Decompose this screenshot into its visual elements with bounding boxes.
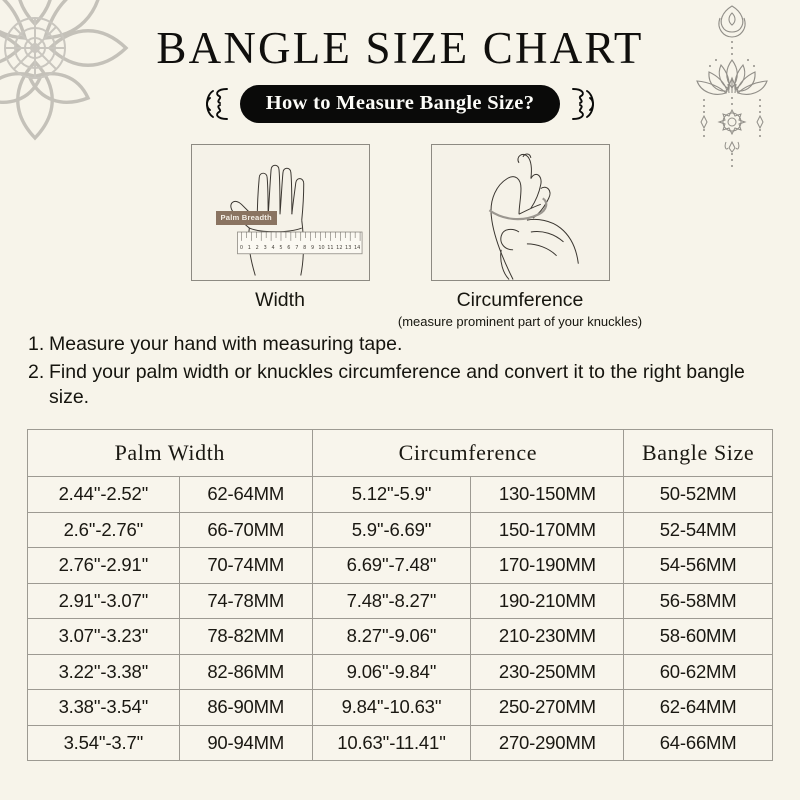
table-cell: 230-250MM <box>470 653 625 691</box>
step-number: 1. <box>28 332 45 355</box>
table-row: 2.6''-2.76'' 66-70MM 5.9''-6.69'' 150-170MM… <box>27 511 773 549</box>
svg-text:11: 11 <box>327 245 333 251</box>
svg-text:5: 5 <box>279 245 282 251</box>
table-cell: 58-60MM <box>623 618 773 655</box>
table-cell: 74-78MM <box>178 582 313 620</box>
table-cell: 78-82MM <box>178 618 313 655</box>
svg-text:6: 6 <box>287 245 290 251</box>
column-header-palm-width: Palm Width <box>27 429 313 478</box>
svg-text:10: 10 <box>318 245 324 251</box>
table-cell: 82-86MM <box>178 653 313 691</box>
table-cell: 2.6''-2.76'' <box>27 511 180 549</box>
column-header-circumference: Circumference <box>311 429 625 478</box>
table-cell: 130-150MM <box>470 476 625 513</box>
table-cell: 66-70MM <box>178 511 313 549</box>
table-cell: 60-62MM <box>623 653 773 691</box>
panel-circumference-subcaption: (measure prominent part of your knuckles… <box>397 314 643 329</box>
table-cell: 62-64MM <box>178 476 313 513</box>
table-row: 3.07''-3.23'' 78-82MM 8.27''-9.06'' 210-230… <box>27 618 773 655</box>
table-row: 2.44''-2.52'' 62-64MM 5.12''-5.9'' 130-150M… <box>27 476 773 513</box>
svg-text:3: 3 <box>263 245 266 251</box>
table-cell: 190-210MM <box>470 582 625 620</box>
hands-with-tape-icon <box>488 153 579 280</box>
svg-text:1: 1 <box>247 245 250 251</box>
table-cell: 210-230MM <box>470 618 625 655</box>
table-cell: 3.07''-3.23'' <box>27 618 180 655</box>
panel-circumference: Circumference (measure prominent part of… <box>398 144 642 329</box>
table-cell: 5.9''-6.69'' <box>311 511 472 549</box>
table-cell: 9.06''-9.84'' <box>311 653 472 691</box>
bangle-size-table: Palm Width Circumference Bangle Size 2.4… <box>27 429 773 762</box>
table-cell: 270-290MM <box>470 724 625 762</box>
table-header-row: Palm Width Circumference Bangle Size <box>27 429 773 478</box>
table-row: 2.91''-3.07'' 74-78MM 7.48''-8.27'' 190-210… <box>27 582 773 620</box>
table-cell: 52-54MM <box>623 511 773 549</box>
table-row: 2.76''-2.91'' 70-74MM 6.69''-7.48'' 170-190… <box>27 547 773 584</box>
step-text: Find your palm width or knuckles circumf… <box>49 360 745 409</box>
table-row: 3.54''-3.7'' 90-94MM 10.63''-11.41'' 270-29… <box>27 724 773 762</box>
table-cell: 8.27''-9.06'' <box>311 618 472 655</box>
svg-text:14: 14 <box>353 245 359 251</box>
svg-text:0: 0 <box>239 245 242 251</box>
table-cell: 86-90MM <box>178 689 313 726</box>
svg-text:4: 4 <box>271 245 274 251</box>
table-cell: 10.63''-11.41'' <box>311 724 472 762</box>
table-cell: 250-270MM <box>470 689 625 726</box>
step-number: 2. <box>28 360 45 383</box>
table-cell: 6.69''-7.48'' <box>311 547 472 584</box>
table-cell: 9.84''-10.63'' <box>311 689 472 726</box>
step-text: Measure your hand with measuring tape. <box>49 332 403 355</box>
table-cell: 3.54''-3.7'' <box>27 724 180 762</box>
table-cell: 5.12''-5.9'' <box>311 476 472 513</box>
table-cell: 3.38''-3.54'' <box>27 689 180 726</box>
swirl-ornament-icon <box>572 88 595 120</box>
swirl-ornament-icon <box>205 88 228 120</box>
page-title: BANGLE SIZE CHART <box>156 23 644 73</box>
svg-text:9: 9 <box>311 245 314 251</box>
table-cell: 54-56MM <box>623 547 773 584</box>
table-cell: 150-170MM <box>470 511 625 549</box>
table-cell: 170-190MM <box>470 547 625 584</box>
table-cell: 7.48''-8.27'' <box>311 582 472 620</box>
how-to-measure-badge: How to Measure Bangle Size? <box>239 85 561 123</box>
table-cell: 2.91''-3.07'' <box>27 582 180 620</box>
panel-width-caption: Width <box>255 289 305 311</box>
svg-text:13: 13 <box>345 245 351 251</box>
table-cell: 64-66MM <box>623 724 773 762</box>
table-cell: 2.76''-2.91'' <box>27 547 180 584</box>
hands-with-tape-illustration <box>430 144 610 281</box>
table-cell: 50-52MM <box>623 476 773 513</box>
panel-circumference-caption: Circumference <box>456 289 584 311</box>
svg-text:2: 2 <box>255 245 258 251</box>
how-to-measure-banner: How to Measure Bangle Size? <box>0 85 800 123</box>
svg-text:8: 8 <box>303 245 306 251</box>
svg-text:12: 12 <box>336 245 342 251</box>
instructions-list: 1. Measure your hand with measuring tape… <box>28 332 772 411</box>
svg-text:7: 7 <box>295 245 298 251</box>
list-item: 2. Find your palm width or knuckles circ… <box>28 360 772 411</box>
table-cell: 90-94MM <box>178 724 313 762</box>
palm-breadth-label: Palm Breadth <box>215 211 277 225</box>
table-row: 3.22''-3.38'' 82-86MM 9.06''-9.84'' 230-250… <box>27 653 773 691</box>
list-item: 1. Measure your hand with measuring tape… <box>28 332 772 358</box>
table-cell: 56-58MM <box>623 582 773 620</box>
table-body: 2.44''-2.52'' 62-64MM 5.12''-5.9'' 130-150M… <box>27 476 773 762</box>
column-header-bangle-size: Bangle Size <box>623 429 773 478</box>
table-cell: 2.44''-2.52'' <box>27 476 180 513</box>
table-cell: 62-64MM <box>623 689 773 726</box>
table-cell: 70-74MM <box>178 547 313 584</box>
table-row: 3.38''-3.54'' 86-90MM 9.84''-10.63'' 250-27… <box>27 689 773 726</box>
table-cell: 3.22''-3.38'' <box>27 653 180 691</box>
